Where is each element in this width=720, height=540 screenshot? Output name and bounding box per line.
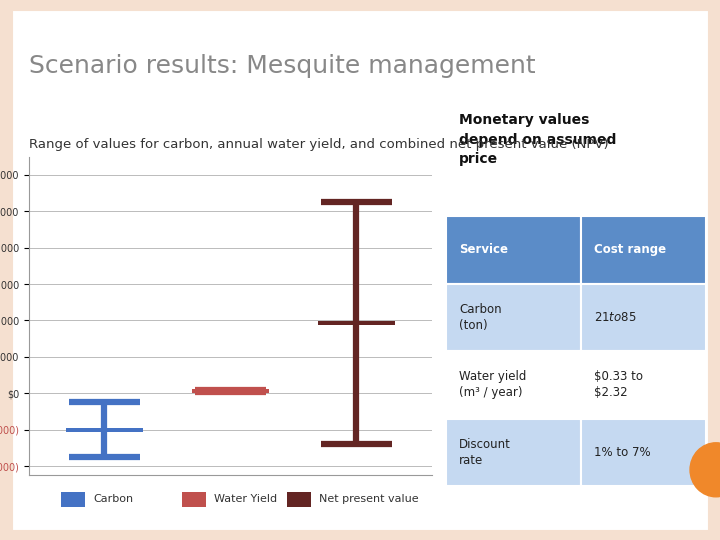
Bar — [66, 428, 143, 432]
Bar — [581, 418, 706, 486]
Bar — [446, 351, 581, 418]
Text: $0.33 to
$2.32: $0.33 to $2.32 — [594, 370, 643, 399]
Text: InVEST (Monetization): InVEST (Monetization) — [35, 100, 227, 116]
Text: Scenario results: Mesquite management: Scenario results: Mesquite management — [29, 54, 536, 78]
Bar — [446, 216, 581, 284]
Bar — [446, 418, 581, 486]
Text: Service: Service — [459, 243, 508, 256]
Text: Range of values for carbon, annual water yield, and combined net present value (: Range of values for carbon, annual water… — [29, 138, 608, 151]
Text: $21 to $85: $21 to $85 — [594, 310, 636, 324]
Text: Net present value: Net present value — [319, 495, 419, 504]
Bar — [581, 284, 706, 351]
Bar — [287, 492, 311, 507]
Circle shape — [690, 443, 720, 497]
Bar — [581, 351, 706, 418]
Bar — [192, 389, 269, 393]
Text: Discount
rate: Discount rate — [459, 438, 511, 467]
Bar — [182, 492, 206, 507]
Text: 1% to 7%: 1% to 7% — [594, 446, 651, 459]
Bar — [318, 321, 395, 326]
Text: Carbon: Carbon — [94, 495, 133, 504]
Text: Carbon
(ton): Carbon (ton) — [459, 303, 502, 332]
Text: Cost range: Cost range — [594, 243, 666, 256]
Bar — [581, 216, 706, 284]
Text: Water yield
(m³ / year): Water yield (m³ / year) — [459, 370, 527, 399]
Text: Monetary values
depend on assumed
price: Monetary values depend on assumed price — [459, 113, 617, 166]
Bar — [61, 492, 85, 507]
Text: Water Yield: Water Yield — [215, 495, 277, 504]
Bar — [446, 284, 581, 351]
